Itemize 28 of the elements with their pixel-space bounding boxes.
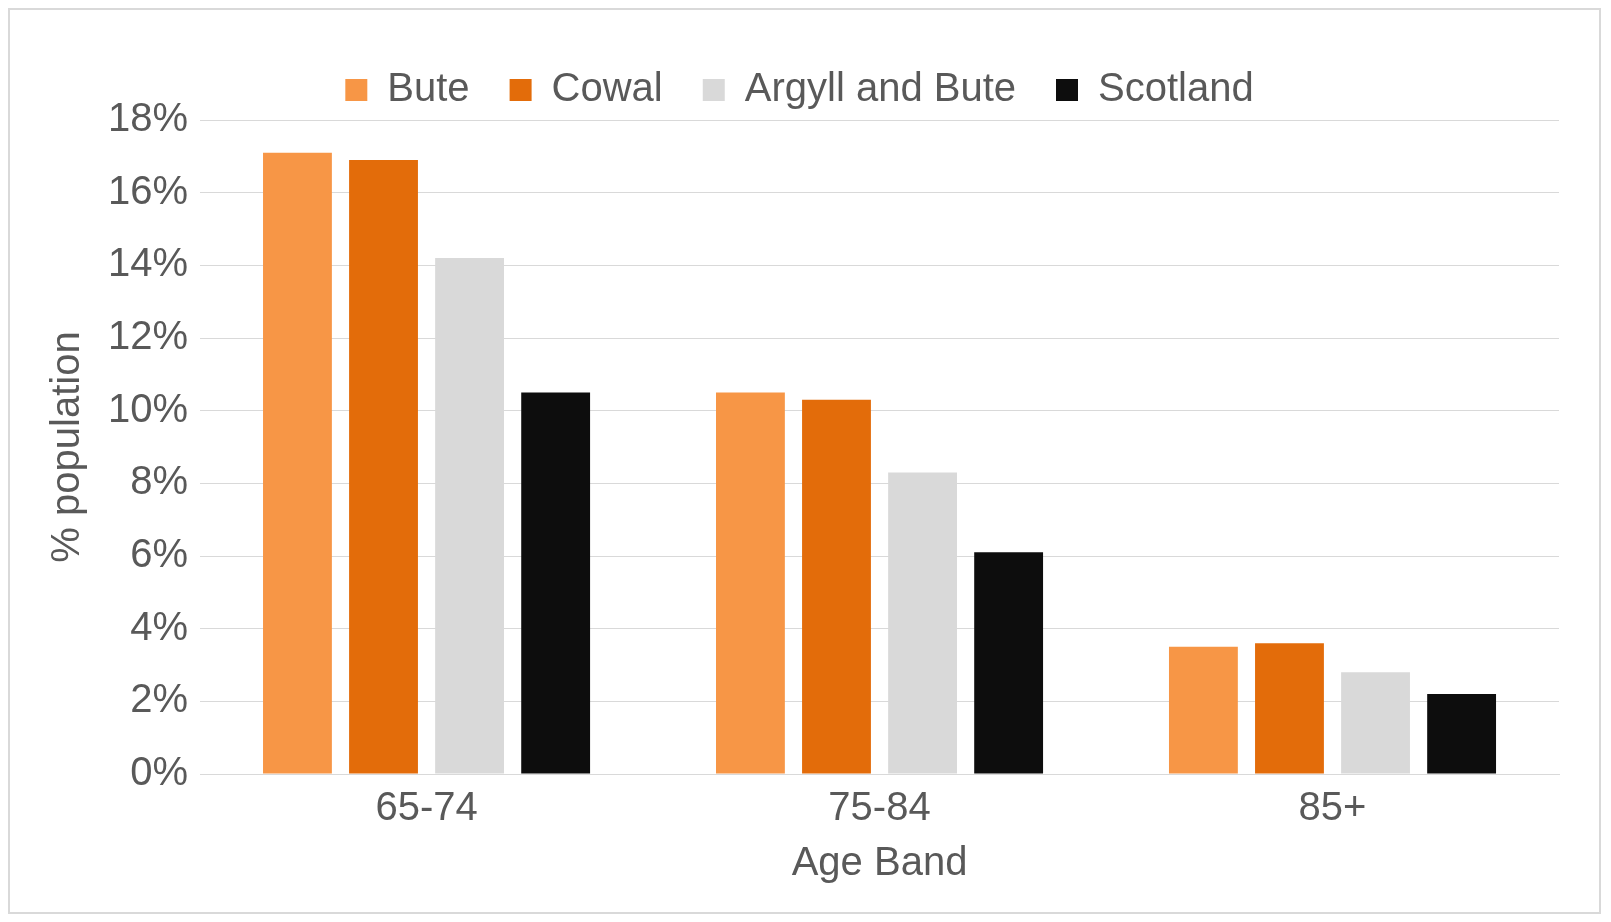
y-tick-label: 8%: [130, 458, 189, 503]
x-tick-label: 75-84: [828, 784, 931, 829]
bar: [521, 392, 591, 774]
bar: [349, 159, 418, 774]
y-tick-label: 4%: [130, 603, 189, 648]
legend-label: Bute: [387, 65, 470, 110]
bar: [1255, 643, 1324, 774]
legend-label: Cowal: [551, 65, 663, 110]
y-tick-label: 6%: [130, 531, 189, 576]
bar: [1168, 646, 1238, 774]
bar: [263, 152, 332, 774]
y-tick-label: 18%: [108, 95, 189, 140]
x-tick-label: 85+: [1298, 784, 1367, 829]
y-tick-label: 10%: [108, 385, 189, 430]
legend-label: Argyll and Bute: [744, 65, 1017, 110]
bar: [802, 399, 871, 774]
y-tick-label: 14%: [108, 240, 189, 285]
legend-label: Scotland: [1098, 65, 1254, 110]
y-tick-label: 16%: [108, 167, 189, 212]
x-axis-title: Age Band: [791, 839, 968, 884]
bar: [716, 392, 785, 774]
bar: [1427, 694, 1497, 774]
x-tick-label: 65-74: [375, 784, 478, 829]
y-tick-label: 2%: [130, 676, 189, 721]
bar: [974, 552, 1044, 774]
y-axis-title: % population: [43, 331, 88, 563]
y-tick-label: 12%: [108, 313, 189, 358]
y-tick-label: 0%: [130, 749, 189, 794]
